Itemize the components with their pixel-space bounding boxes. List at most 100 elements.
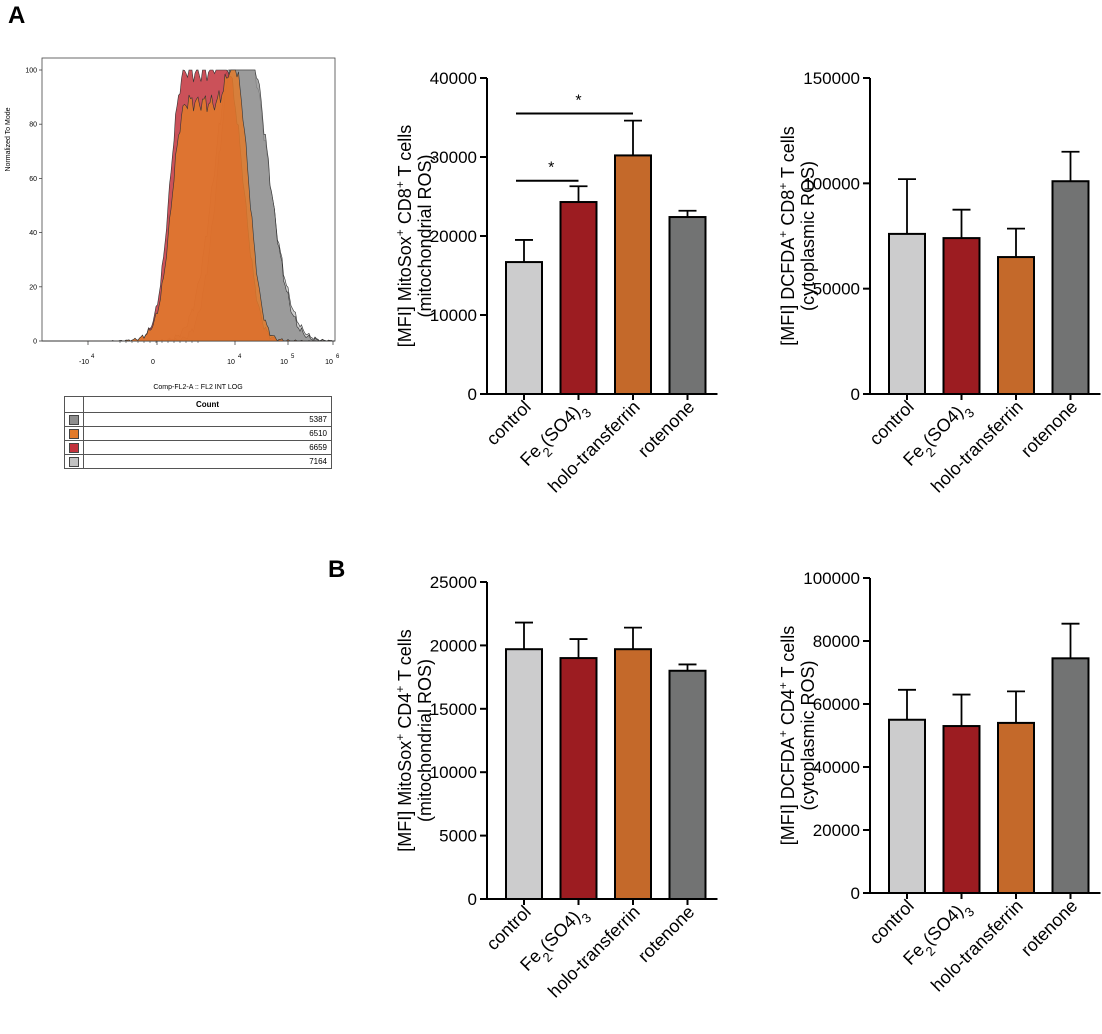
label-part: T cells xyxy=(778,126,798,182)
swatch-orange xyxy=(69,428,79,439)
label-part: CD8 xyxy=(395,188,415,229)
x-category-label: rotenone xyxy=(634,397,698,461)
label-part: CD4 xyxy=(778,689,798,730)
bar-fe2so43 xyxy=(942,725,981,894)
y-tick-label: 20000 xyxy=(430,636,477,655)
histogram-ytick-label: 60 xyxy=(29,176,37,183)
label-part: (SO4) xyxy=(919,402,967,450)
label-part: [MFI] MitoSox xyxy=(395,236,415,347)
label-part: T cells xyxy=(778,626,798,682)
y-tick-label: 80000 xyxy=(813,632,860,651)
x-category-label: control xyxy=(865,397,917,449)
label-part: (SO4) xyxy=(919,901,967,949)
y-axis-label: [MFI] MitoSox+ CD4+ T cells xyxy=(393,629,415,851)
y-axis-label: [MFI] DCFDA+ CD8+ T cells xyxy=(776,126,798,345)
histogram-frame xyxy=(41,57,336,342)
y-tick-label: 20000 xyxy=(430,227,477,246)
bar-rotenone xyxy=(1051,657,1090,894)
superscript: + xyxy=(393,181,407,188)
y-tick-label: 0 xyxy=(851,385,860,404)
table-row: 6659 xyxy=(64,440,332,455)
superscript: + xyxy=(776,682,790,689)
bar-holo-transferrin xyxy=(997,256,1035,395)
y-tick-label: 15000 xyxy=(430,700,477,719)
bar-control xyxy=(888,718,926,894)
bar-chart-mitosox-cd8: 010000200003000040000controlFe2(SO4)3hol… xyxy=(393,69,718,496)
y-tick-label: 100000 xyxy=(803,569,860,588)
y-axis-sublabel: (cytoplasmic ROS) xyxy=(798,660,818,810)
table-header-row: Count xyxy=(64,396,332,413)
y-axis-sublabel: (mitochondrial ROS) xyxy=(415,659,435,822)
x-category-label: control xyxy=(482,397,534,449)
label-part: Fe xyxy=(516,946,545,975)
x-category-label: control xyxy=(865,896,917,948)
bar-holo-transferrin xyxy=(997,721,1035,894)
y-tick-label: 50000 xyxy=(813,280,860,299)
bar-control xyxy=(505,648,543,901)
bar-fe2so43 xyxy=(559,657,598,900)
label-part: [MFI] DCFDA xyxy=(778,737,798,845)
y-axis-sublabel: (cytoplasmic ROS) xyxy=(798,161,818,311)
bar-fe2so43 xyxy=(942,237,981,395)
y-tick-label: 40000 xyxy=(813,758,860,777)
histogram-xtick-exponent: 4 xyxy=(238,354,242,360)
superscript: + xyxy=(393,734,407,741)
x-category-label: rotenone xyxy=(1017,896,1081,960)
bar-control xyxy=(505,261,543,395)
y-tick-label: 5000 xyxy=(439,827,477,846)
histogram-ylabel: Normalized To Mode xyxy=(5,107,12,171)
bar-holo-transferrin xyxy=(614,648,652,901)
y-axis-label: [MFI] MitoSox+ CD8+ T cells xyxy=(393,125,415,347)
bar-holo-transferrin xyxy=(614,154,652,395)
bar-chart-mitosox-cd4: 0500010000150002000025000controlFe2(SO4)… xyxy=(393,573,718,1001)
swatch-gray xyxy=(69,414,79,425)
label-part: CD4 xyxy=(395,693,415,734)
y-axis-sublabel: (mitochondrial ROS) xyxy=(415,154,435,317)
histogram-xtick-exponent: 4 xyxy=(91,354,95,360)
y-tick-label: 20000 xyxy=(813,821,860,840)
table-header-count: Count xyxy=(83,396,332,413)
label-part: (SO4) xyxy=(536,402,584,450)
histogram-xtick-label: -10 xyxy=(79,359,89,366)
table-row: 5387 xyxy=(64,412,332,427)
histogram-curve xyxy=(42,69,335,342)
histogram-xtick-exponent: 5 xyxy=(291,354,295,360)
histogram-xtick-label: 10 xyxy=(280,359,288,366)
label-part: (SO4) xyxy=(536,907,584,955)
label-part: T cells xyxy=(395,629,415,685)
y-tick-label: 0 xyxy=(468,385,477,404)
y-tick-label: 10000 xyxy=(430,306,477,325)
superscript: + xyxy=(776,730,790,737)
bar-rotenone xyxy=(668,216,707,395)
significance-star: * xyxy=(548,160,554,177)
superscript: + xyxy=(393,686,407,693)
label-part: T cells xyxy=(395,125,415,181)
superscript: + xyxy=(776,183,790,190)
y-tick-label: 10000 xyxy=(430,763,477,782)
count-cell: 6659 xyxy=(83,440,332,455)
label-part: [MFI] DCFDA xyxy=(778,238,798,346)
histogram-xtick-exponent: 6 xyxy=(336,354,340,360)
histogram-count-table: Count 5387 6510 6659 7164 xyxy=(64,396,332,469)
swatch-red xyxy=(69,442,79,453)
bar-fe2so43 xyxy=(559,201,598,395)
y-tick-label: 100000 xyxy=(803,174,860,193)
histogram-ytick-label: 80 xyxy=(29,122,37,129)
histogram-ytick-label: 100 xyxy=(25,68,37,75)
panel-label-a: A xyxy=(8,2,26,29)
bar-chart-dcfda-cd4: 020000400006000080000100000controlFe2(SO… xyxy=(776,569,1101,995)
histogram-ytick-label: 0 xyxy=(33,339,37,346)
panel-label-b: B xyxy=(328,556,346,583)
bar-rotenone xyxy=(1051,180,1090,395)
y-tick-label: 0 xyxy=(851,884,860,903)
histogram-curve xyxy=(42,69,335,342)
table-row: 6510 xyxy=(64,426,332,441)
count-cell: 6510 xyxy=(83,426,332,441)
significance-star: * xyxy=(575,93,581,110)
histogram-xtick-label: 0 xyxy=(151,359,155,366)
label-part: Fe xyxy=(516,441,545,470)
swatch-light-gray xyxy=(69,456,79,467)
label-part: [MFI] MitoSox xyxy=(395,741,415,852)
bar-rotenone xyxy=(668,669,707,901)
